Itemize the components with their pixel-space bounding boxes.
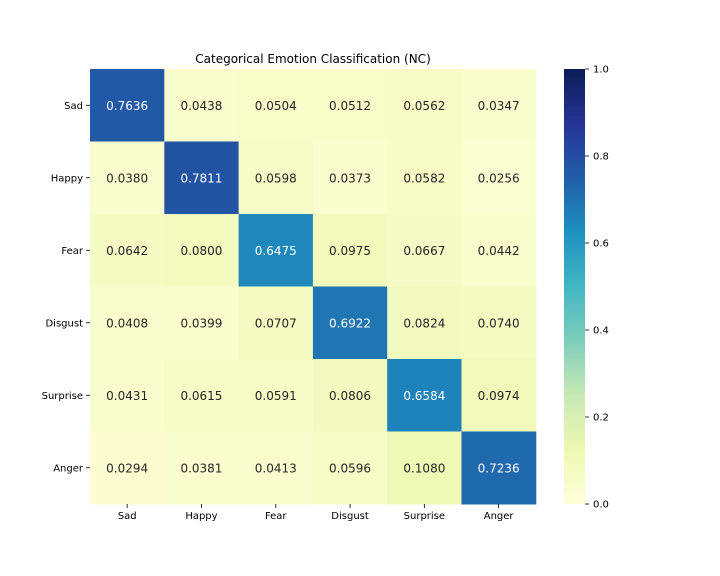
heatmap-cell [387, 141, 462, 215]
heatmap-cell [164, 141, 240, 215]
y-tick-label: Happy [51, 173, 83, 184]
heatmap-cell [164, 214, 240, 287]
chart-title: Categorical Emotion Classification (NC) [195, 52, 431, 66]
cell-value-label: 0.0373 [329, 171, 371, 185]
heatmap-cell [164, 431, 240, 505]
heatmap-cell [238, 214, 314, 287]
y-tick-label: Anger [53, 463, 84, 474]
heatmap-cell [387, 69, 462, 142]
cell-value-label: 0.6922 [329, 316, 371, 330]
heatmap-cell [238, 431, 314, 505]
cell-value-label: 0.0800 [180, 244, 222, 258]
cell-value-label: 0.7811 [180, 171, 222, 185]
heatmap-cell [90, 286, 165, 360]
heatmap-cell [164, 69, 240, 142]
cell-value-label: 0.6584 [403, 389, 445, 403]
heatmap-cell [387, 431, 462, 505]
heatmap-cell [461, 431, 537, 505]
cell-value-label: 0.7236 [478, 461, 520, 475]
heatmap-cell [238, 141, 314, 215]
x-tick-label: Anger [484, 511, 515, 522]
cell-value-label: 0.0294 [106, 461, 148, 475]
heatmap-cell [312, 214, 388, 287]
heatmap-cell [461, 214, 537, 287]
cell-value-label: 0.0975 [329, 244, 371, 258]
heatmap-cell [238, 359, 314, 432]
colorbar-tick-label: 0.0 [593, 500, 609, 511]
colorbar-tick-label: 0.8 [593, 152, 609, 163]
cell-value-label: 0.0504 [255, 99, 297, 113]
x-tick-label: Happy [185, 511, 217, 522]
heatmap-cell [164, 286, 240, 360]
cell-value-label: 0.0408 [106, 316, 148, 330]
cell-value-label: 0.0615 [180, 389, 222, 403]
colorbar-tick-label: 0.4 [593, 326, 609, 337]
heatmap-cell [164, 359, 240, 432]
cell-value-label: 0.0431 [106, 389, 148, 403]
cell-value-label: 0.0438 [180, 99, 222, 113]
x-axis: Sad Happy Fear Disgust Surprise Anger [118, 504, 515, 522]
cell-value-label: 0.0596 [329, 461, 371, 475]
cell-value-label: 0.0562 [403, 99, 445, 113]
cell-value-label: 0.0591 [255, 389, 297, 403]
colorbar: 0.0 0.2 0.4 0.6 0.8 1.0 [564, 65, 609, 511]
y-tick-label: Surprise [42, 391, 83, 402]
cell-value-label: 0.0347 [478, 99, 520, 113]
cell-value-label: 0.1080 [403, 461, 445, 475]
heatmap-cells: 0.7636 0.0438 0.0504 0.0512 0.0562 0.0347 0.03… [90, 69, 537, 505]
cell-value-label: 0.0380 [106, 171, 148, 185]
x-tick-label: Sad [118, 511, 137, 522]
heatmap-cell [90, 214, 165, 287]
heatmap-cell [387, 214, 462, 287]
x-tick-label: Surprise [404, 511, 445, 522]
colorbar-tick-label: 0.6 [593, 239, 609, 250]
heatmap-cell [238, 286, 314, 360]
cell-value-label: 0.0512 [329, 99, 371, 113]
cell-value-label: 0.0598 [255, 171, 297, 185]
cell-value-label: 0.0740 [478, 316, 520, 330]
cell-value-label: 0.0256 [478, 171, 520, 185]
cell-value-label: 0.7636 [106, 99, 148, 113]
heatmap-cell [312, 69, 388, 142]
heatmap-cell [238, 69, 314, 142]
cell-value-label: 0.0974 [478, 389, 520, 403]
heatmap-cell [90, 431, 165, 505]
cell-value-label: 0.0642 [106, 244, 148, 258]
heatmap-cell [90, 69, 165, 142]
heatmap-cell [461, 286, 537, 360]
heatmap-cell [90, 141, 165, 215]
cell-value-label: 0.0381 [180, 461, 222, 475]
cell-value-label: 0.0582 [403, 171, 445, 185]
heatmap-cell [461, 359, 537, 432]
cell-value-label: 0.0806 [329, 389, 371, 403]
heatmap-cell [312, 359, 388, 432]
heatmap-cell [312, 141, 388, 215]
heatmap-cell [461, 141, 537, 215]
colorbar-tick-label: 1.0 [593, 65, 609, 76]
y-tick-label: Sad [64, 101, 83, 112]
cell-value-label: 0.0667 [403, 244, 445, 258]
x-tick-label: Fear [265, 511, 287, 522]
heatmap-cell [387, 286, 462, 360]
cell-value-label: 0.0824 [403, 316, 445, 330]
cell-value-label: 0.6475 [255, 244, 297, 258]
heatmap-cell [461, 69, 537, 142]
x-tick-label: Disgust [331, 511, 369, 522]
cell-value-label: 0.0399 [180, 316, 222, 330]
heatmap-cell [312, 431, 388, 505]
y-axis: Sad Happy Fear Disgust Surprise Anger [42, 101, 90, 474]
y-tick-label: Disgust [45, 318, 83, 329]
heatmap-cell [90, 359, 165, 432]
heatmap-cell [387, 359, 462, 432]
y-tick-label: Fear [61, 246, 83, 257]
colorbar-tick-label: 0.2 [593, 413, 609, 424]
cell-value-label: 0.0707 [255, 316, 297, 330]
cell-value-label: 0.0413 [255, 461, 297, 475]
colorbar-gradient [564, 69, 585, 504]
cell-value-label: 0.0442 [478, 244, 520, 258]
heatmap-cell [312, 286, 388, 360]
